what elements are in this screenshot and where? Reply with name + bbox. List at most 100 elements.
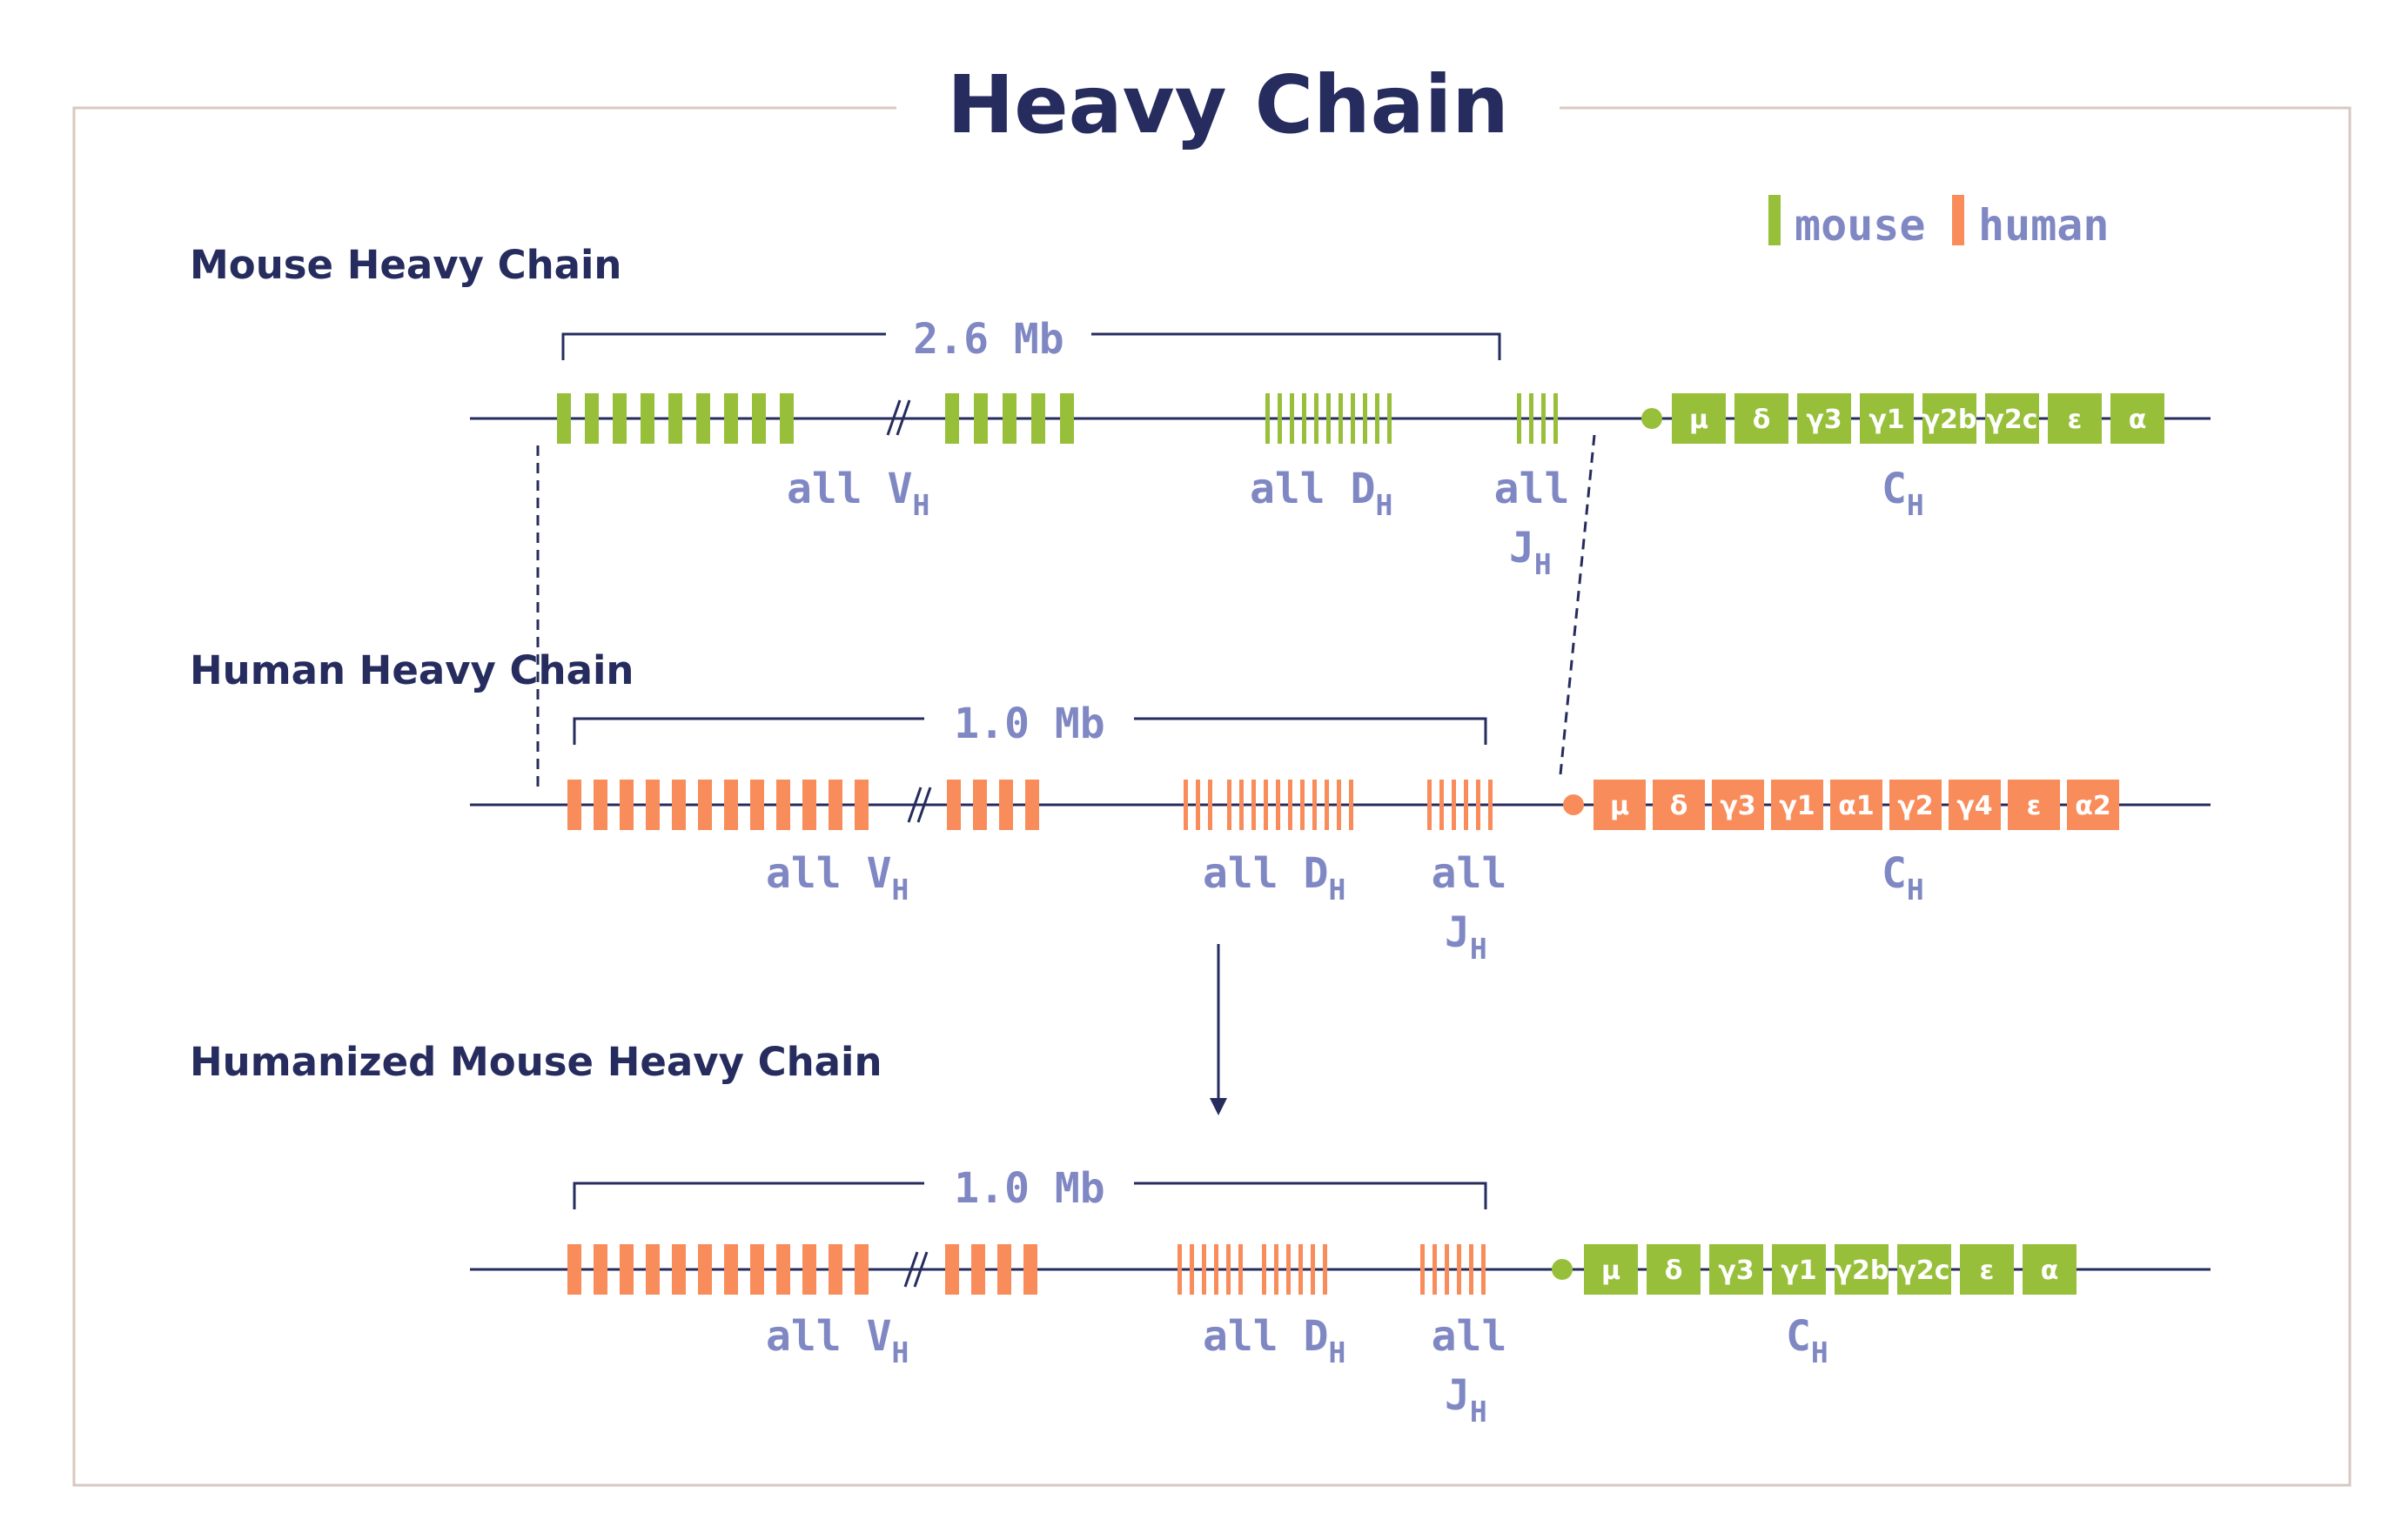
c-label: CH	[1882, 849, 1924, 907]
gene-segment	[1529, 393, 1533, 444]
gene-segment	[1337, 780, 1341, 830]
d-segments	[1178, 1244, 1327, 1295]
gene-segment	[613, 393, 627, 444]
j-segments	[1517, 393, 1558, 444]
gene-segment	[945, 1244, 959, 1295]
gene-segment	[698, 780, 712, 830]
gene-segment	[1226, 1244, 1231, 1295]
mouse-row: 2.6 Mb μ δ γ3 γ1 γ2b γ2c ε α all VH all DH all …	[470, 315, 2211, 581]
constant-gene-label: α	[2129, 405, 2147, 435]
j-label-top: all	[1494, 465, 1570, 513]
d-label: all DH	[1203, 1312, 1345, 1369]
constant-gene-label: γ2b	[1835, 1255, 1889, 1286]
size-label: 1.0 Mb	[954, 1164, 1104, 1213]
legend-label-mouse: mouse	[1795, 200, 1926, 251]
constant-gene-box	[1897, 1244, 1951, 1295]
size-bracket	[573, 717, 1487, 745]
gene-segment	[620, 1244, 634, 1295]
size-label: 2.6 Mb	[913, 315, 1063, 364]
gene-segment	[1262, 1244, 1266, 1295]
constant-gene-box	[1734, 393, 1788, 444]
transition-arrow-head	[1210, 1098, 1227, 1115]
gene-segment	[802, 1244, 816, 1295]
gene-segment	[1023, 1244, 1037, 1295]
gene-segment	[1517, 393, 1521, 444]
gene-segment	[974, 393, 988, 444]
gene-segment	[594, 780, 607, 830]
d-label: all DH	[1250, 465, 1392, 522]
gene-segment	[557, 393, 571, 444]
constant-gene-label: γ2c	[1898, 1255, 1949, 1286]
gene-segment	[567, 780, 581, 830]
j-label-bottom: JH	[1445, 908, 1487, 966]
gene-segment	[1278, 393, 1282, 444]
gene-segment	[1387, 393, 1392, 444]
gene-segment	[1476, 780, 1480, 830]
human-row: 1.0 Mb μ δ γ3 γ1 α1 γ2 γ4 ε α2 all VH all DH all…	[470, 700, 2211, 966]
constant-gene-box	[2067, 780, 2119, 830]
gene-segment	[698, 1244, 712, 1295]
gene-segment	[999, 780, 1013, 830]
gene-segment	[1325, 780, 1329, 830]
constant-gene-label: γ3	[1720, 791, 1755, 821]
constant-gene-label: γ2c	[1986, 405, 2037, 435]
constant-gene-label: γ2b	[1922, 405, 1977, 435]
section-title-humanized: Humanized Mouse Heavy Chain	[190, 1039, 882, 1085]
constant-gene-label: α1	[1838, 791, 1874, 821]
gene-segment	[724, 780, 738, 830]
constant-gene-label: γ4	[1956, 791, 1992, 821]
constant-gene-label: γ1	[1781, 1255, 1816, 1286]
constant-gene-label: γ3	[1718, 1255, 1754, 1286]
constant-gene-box	[1653, 780, 1705, 830]
gene-segment	[971, 1244, 985, 1295]
gene-segment	[594, 1244, 607, 1295]
constant-gene-label: γ2	[1897, 791, 1933, 821]
constant-gene-label: ε	[2027, 791, 2042, 821]
v-segments	[567, 1244, 1037, 1295]
constant-gene-box	[1797, 393, 1851, 444]
gene-segment	[1238, 1244, 1243, 1295]
constant-gene-box	[1594, 780, 1646, 830]
j-label-top: all	[1432, 1312, 1507, 1361]
gene-segment	[1439, 780, 1444, 830]
constant-gene-label: ε	[1980, 1255, 1995, 1286]
gene-segment	[997, 1244, 1011, 1295]
gene-segment	[1488, 780, 1493, 830]
gene-segment	[1300, 780, 1305, 830]
constant-gene-label: α	[2041, 1255, 2059, 1286]
constant-gene-box	[1709, 1244, 1763, 1295]
gene-segment	[1276, 780, 1280, 830]
gene-segment	[724, 393, 738, 444]
j-label-bottom: JH	[1445, 1371, 1487, 1429]
gene-segment	[1339, 393, 1343, 444]
gene-segment	[1469, 1244, 1473, 1295]
gene-segment	[1214, 1244, 1218, 1295]
break-mark	[907, 787, 932, 823]
gene-segment	[1251, 780, 1256, 830]
gene-segment	[668, 393, 682, 444]
gene-segment	[1239, 780, 1244, 830]
gene-segment	[1227, 780, 1231, 830]
constant-gene-box	[1835, 1244, 1889, 1295]
gene-segment	[672, 780, 686, 830]
size-label: 1.0 Mb	[954, 700, 1104, 748]
gene-segment	[1464, 780, 1468, 830]
constant-gene-box	[1830, 780, 1882, 830]
gene-segment	[1274, 1244, 1278, 1295]
gene-segment	[1427, 780, 1432, 830]
gene-segment	[1420, 1244, 1425, 1295]
constant-gene-box	[2110, 393, 2164, 444]
gene-segment	[646, 780, 660, 830]
constant-gene-box	[1985, 393, 2039, 444]
v-segments	[567, 780, 1039, 830]
size-bracket	[573, 1182, 1487, 1209]
gene-segment	[1312, 780, 1317, 830]
gene-segment	[1184, 780, 1188, 830]
gene-segment	[1323, 1244, 1327, 1295]
constant-region: μ δ γ3 γ1 γ2b γ2c ε α	[1584, 1244, 2077, 1295]
constant-gene-box	[1949, 780, 2001, 830]
v-segments	[557, 393, 1074, 444]
constant-gene-box	[1771, 780, 1823, 830]
gene-segment	[1288, 780, 1292, 830]
